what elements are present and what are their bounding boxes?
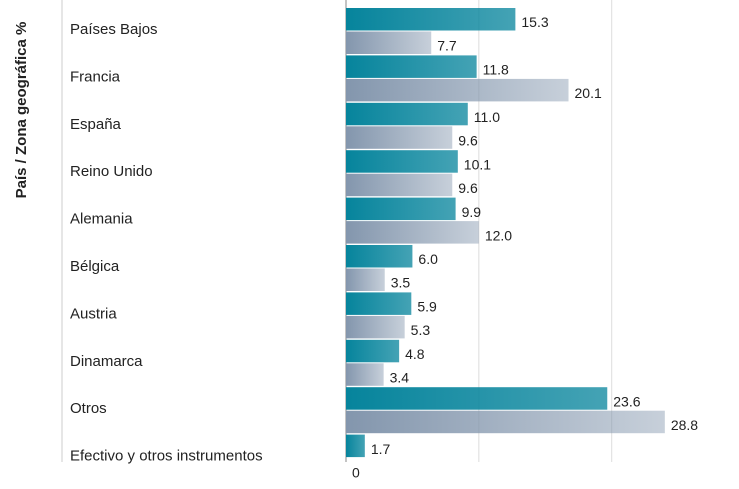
bar [346, 434, 365, 458]
bar [346, 410, 665, 434]
category-label: Otros [70, 400, 107, 417]
value-label: 11.0 [474, 109, 500, 125]
bar [346, 31, 432, 54]
value-label: 15.3 [521, 14, 548, 30]
bar [346, 363, 384, 386]
value-label: 10.1 [464, 156, 491, 172]
bar [346, 150, 458, 173]
value-label: 6.0 [418, 251, 438, 267]
bar [346, 55, 477, 78]
value-label: 1.7 [371, 441, 391, 457]
category-label: Efectivo y otros instrumentos [70, 448, 263, 465]
value-label: 9.6 [458, 180, 478, 196]
bar [346, 221, 479, 244]
category-label: España [70, 116, 122, 133]
category-label: Países Bajos [70, 21, 158, 38]
category-label: Dinamarca [70, 353, 143, 370]
value-label: 20.1 [575, 85, 602, 101]
value-label: 9.9 [462, 204, 482, 220]
value-label: 4.8 [405, 346, 425, 362]
bar [346, 8, 516, 31]
value-label: 5.9 [417, 299, 437, 315]
category-label: Reino Unido [70, 163, 153, 180]
y-axis-label: País / Zona geográfica % [13, 22, 30, 199]
bar [346, 292, 412, 315]
category-label: Bélgica [70, 258, 120, 275]
value-label: 23.6 [613, 393, 640, 409]
category-label: Alemania [70, 211, 133, 228]
bar [346, 268, 385, 291]
bar [346, 102, 468, 126]
value-label: 7.7 [437, 38, 457, 54]
value-label: 11.8 [483, 62, 509, 78]
bar [346, 315, 405, 339]
bar [346, 197, 456, 221]
value-label: 5.3 [411, 322, 431, 338]
bar [346, 78, 569, 102]
bar [346, 339, 400, 363]
value-label: 0 [352, 464, 360, 480]
bar [346, 126, 453, 149]
bar [346, 387, 608, 410]
value-label: 12.0 [485, 227, 512, 243]
value-label: 3.4 [390, 370, 410, 386]
category-label: Austria [70, 305, 117, 322]
value-label: 3.5 [391, 275, 411, 291]
value-label: 28.8 [671, 417, 698, 433]
bar [346, 245, 413, 268]
category-label: Francia [70, 68, 121, 85]
value-label: 9.6 [458, 133, 478, 149]
bar [346, 173, 453, 197]
